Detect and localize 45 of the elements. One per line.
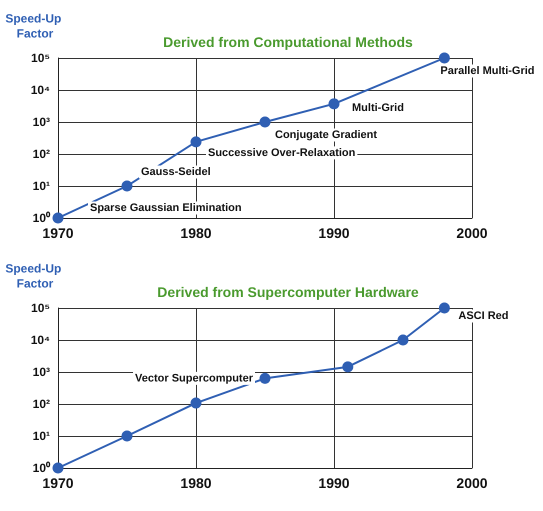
point [260, 372, 270, 384]
point [52, 212, 64, 224]
x-tick-label: 1990 [318, 475, 350, 491]
annotation: Successive Over-Relaxation [208, 146, 356, 159]
x-tick-label: 1970 [42, 475, 74, 491]
annotation: Sparse Gaussian Elimination [90, 202, 242, 214]
point [342, 361, 354, 372]
annotation: Conjugate Gradient [275, 129, 378, 141]
y-tick-label: 10³ [32, 115, 50, 129]
y-tick-label: 10⁴ [30, 333, 50, 347]
x-tick-label: 2000 [456, 475, 488, 491]
y-tick-label: 10⁵ [31, 51, 50, 65]
y-tick-label: 10² [32, 397, 50, 411]
chart-title: Derived from Supercomputer Hardware [157, 284, 419, 300]
point [52, 462, 64, 474]
chart-title: Derived from Computational Methods [163, 34, 414, 50]
point [260, 116, 270, 128]
annotation: Parallel Multi-Grid [440, 65, 535, 77]
y-tick-label: 10⁰ [32, 461, 51, 475]
x-tick-label: 2000 [456, 225, 488, 241]
point [438, 52, 450, 64]
y-tick-label: 10² [32, 147, 50, 161]
annotation: ASCI Red [458, 310, 509, 322]
point [190, 398, 202, 409]
y-tick-label: 10⁴ [30, 83, 50, 97]
point [328, 98, 340, 110]
y-tick-label: 10⁰ [32, 211, 51, 225]
y-tick-label: 10¹ [32, 429, 50, 443]
y-tick-label: 10⁵ [31, 301, 50, 315]
annotation: Vector Supercomputer [135, 372, 254, 384]
y-axis-title: Speed-Up Factor [5, 262, 65, 290]
x-tick-label: 1970 [42, 225, 74, 241]
x-tick-label: 1990 [318, 225, 350, 241]
point [438, 302, 450, 314]
annotation: Gauss-Seidel [141, 166, 211, 178]
point [122, 180, 132, 192]
y-axis-title: Speed-Up Factor [5, 12, 65, 40]
point [190, 136, 202, 148]
annotation: Multi-Grid [352, 102, 404, 114]
y-tick-label: 10³ [32, 365, 50, 379]
x-tick-label: 1980 [180, 225, 212, 241]
point [122, 430, 132, 442]
x-tick-label: 1980 [180, 475, 212, 491]
point [398, 334, 408, 346]
y-tick-label: 10¹ [32, 179, 50, 193]
